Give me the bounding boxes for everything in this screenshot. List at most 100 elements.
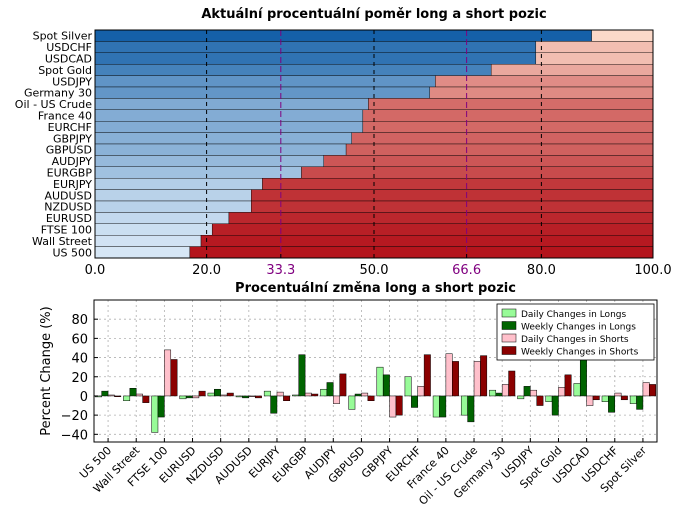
bar-weekly-changes-in-longs-germany-30: [495, 392, 503, 397]
long-bar-ftse-100: [94, 223, 213, 236]
bar-weekly-changes-in-longs-eurjpy: [270, 395, 278, 414]
short-bar-eurgbp: [301, 166, 654, 179]
bar-daily-changes-in-shorts-eurgbp: [304, 392, 312, 397]
bar-weekly-changes-in-shorts-nzdusd: [226, 392, 234, 397]
bar-weekly-changes-in-longs-wall-street: [129, 388, 137, 397]
legend-label-weekly-changes-in-longs: Weekly Changes in Longs: [521, 323, 636, 333]
y-tick-label-40: −40: [61, 428, 88, 443]
long-bar-audusd: [94, 189, 252, 202]
bar-weekly-changes-in-longs-audusd: [242, 395, 250, 399]
chart-title: Procentuální změna long a short pozic: [235, 281, 516, 296]
bar-daily-changes-in-shorts-gbpjpy: [389, 395, 397, 418]
category-label-gbpjpy: GBPJPY: [53, 132, 92, 145]
bar-weekly-changes-in-shorts-usdjpy: [536, 395, 544, 406]
bar-weekly-changes-in-shorts-us-500: [114, 395, 122, 397]
category-label-eurchf: EURCHF: [48, 121, 92, 134]
bar-weekly-changes-in-shorts-eurgbp: [311, 393, 319, 397]
bar-daily-changes-in-longs-gbpjpy: [376, 366, 384, 397]
bar-weekly-changes-in-shorts-spot-silver: [649, 384, 656, 397]
bar-weekly-changes-in-longs-spot-silver: [636, 395, 644, 410]
bar-weekly-changes-in-shorts-eurusd: [198, 390, 206, 397]
long-bar-oil-us-crude: [94, 98, 369, 111]
legend-label-daily-changes-in-longs: Daily Changes in Longs: [521, 310, 626, 320]
bar-daily-changes-in-longs-spot-gold: [545, 395, 553, 402]
bar-weekly-changes-in-longs-eurusd: [185, 395, 193, 399]
category-label-eurusd: EURUSD: [46, 212, 92, 225]
y-tick-label-60: 60: [71, 332, 88, 347]
bar-daily-changes-in-longs-gbpusd: [348, 395, 356, 410]
bar-daily-changes-in-longs-nzdusd: [207, 392, 215, 397]
short-bar-spot-silver: [591, 29, 654, 42]
category-label-eurjpy: EURJPY: [53, 178, 92, 191]
long-bar-eurgbp: [94, 166, 302, 179]
bar-daily-changes-in-shorts-france-40: [445, 353, 453, 397]
bar-weekly-changes-in-longs-usdchf: [608, 395, 616, 413]
bar-weekly-changes-in-longs-nzdusd: [214, 388, 221, 397]
category-label-wall-street: Wall Street: [32, 235, 93, 248]
short-bar-audusd: [251, 189, 654, 202]
category-label-spot-silver: Spot Silver: [33, 30, 93, 43]
long-bar-usdjpy: [94, 75, 436, 88]
bar-weekly-changes-in-shorts-gbpjpy: [395, 395, 403, 416]
bar-weekly-changes-in-shorts-gbpusd: [367, 395, 375, 401]
short-bar-eurchf: [362, 120, 654, 133]
legend-swatch-weekly-changes-in-shorts: [501, 346, 517, 355]
long-bar-usdcad: [94, 52, 537, 65]
plot-frame: [93, 299, 658, 443]
bar-daily-changes-in-longs-usdcad: [573, 383, 581, 397]
x-tick-label-33-3: 33.3: [266, 263, 295, 278]
bar-daily-changes-in-shorts-wall-street: [135, 393, 143, 397]
bar-weekly-changes-in-longs-gbpjpy: [382, 374, 390, 397]
bar-weekly-changes-in-shorts-wall-street: [142, 395, 150, 403]
short-bar-usdcad: [535, 52, 654, 65]
bar-weekly-changes-in-longs-france-40: [439, 395, 447, 418]
long-bar-gbpjpy: [94, 132, 352, 145]
short-bar-eurjpy: [262, 177, 654, 190]
bar-weekly-changes-in-longs-oil-us-crude: [467, 395, 475, 423]
legend-label-daily-changes-in-shorts: Daily Changes in Shorts: [521, 335, 629, 345]
x-tick-label-20-0: 20.0: [192, 263, 221, 278]
category-label-usdjpy: USDJPY: [52, 75, 92, 88]
bar-weekly-changes-in-shorts-france-40: [452, 361, 459, 397]
bar-weekly-changes-in-shorts-eurchf: [423, 354, 431, 397]
short-bar-eurusd: [228, 212, 654, 224]
short-bar-france-40: [362, 109, 654, 122]
long-bar-spot-silver: [94, 29, 592, 42]
bar-daily-changes-in-longs-wall-street: [123, 395, 131, 401]
bar-weekly-changes-in-shorts-spot-gold: [564, 374, 572, 397]
bar-daily-changes-in-shorts-spot-silver: [642, 382, 650, 397]
bar-daily-changes-in-shorts-eurusd: [192, 395, 200, 399]
bar-daily-changes-in-shorts-germany-30: [501, 384, 509, 397]
x-tick-label-66-6: 66.6: [452, 263, 481, 278]
bar-weekly-changes-in-longs-ftse-100: [157, 395, 165, 418]
bar-daily-changes-in-longs-eurgbp: [292, 394, 299, 397]
bar-daily-changes-in-shorts-usdjpy: [530, 389, 537, 397]
short-bar-gbpjpy: [351, 132, 654, 145]
bar-weekly-changes-in-longs-eurchf: [411, 395, 418, 408]
bar-weekly-changes-in-longs-gbpusd: [354, 393, 362, 397]
category-label-oil-us-crude: Oil - US Crude: [15, 98, 92, 111]
long-bar-audjpy: [94, 155, 324, 167]
long-bar-us-500: [94, 246, 191, 259]
short-bar-nzdusd: [251, 200, 654, 213]
short-bar-ftse-100: [211, 223, 654, 236]
category-label-us-500: US 500: [52, 246, 92, 259]
bar-daily-changes-in-longs-usdjpy: [517, 395, 525, 400]
long-bar-nzdusd: [94, 200, 252, 213]
legend-box: [496, 303, 655, 361]
category-label-france-40: France 40: [38, 110, 92, 123]
bar-weekly-changes-in-longs-eurgbp: [298, 354, 306, 397]
category-label-audusd: AUDUSD: [44, 189, 92, 202]
y-axis-label: Percent Change (%): [39, 306, 54, 435]
bar-weekly-changes-in-longs-usdcad: [579, 359, 587, 397]
bar-weekly-changes-in-shorts-germany-30: [508, 370, 516, 397]
short-bar-wall-street: [200, 234, 654, 247]
x-tick-label-100-0: 100.0: [634, 263, 671, 278]
bar-daily-changes-in-longs-ftse-100: [151, 395, 159, 433]
bar-daily-changes-in-longs-eurjpy: [263, 390, 271, 397]
chart-title: Aktuální procentuální poměr long a short…: [201, 7, 546, 22]
y-tick-label-80: 80: [71, 313, 88, 328]
bar-daily-changes-in-shorts-ftse-100: [164, 349, 172, 397]
y-tick-label-0: 0: [80, 390, 88, 405]
